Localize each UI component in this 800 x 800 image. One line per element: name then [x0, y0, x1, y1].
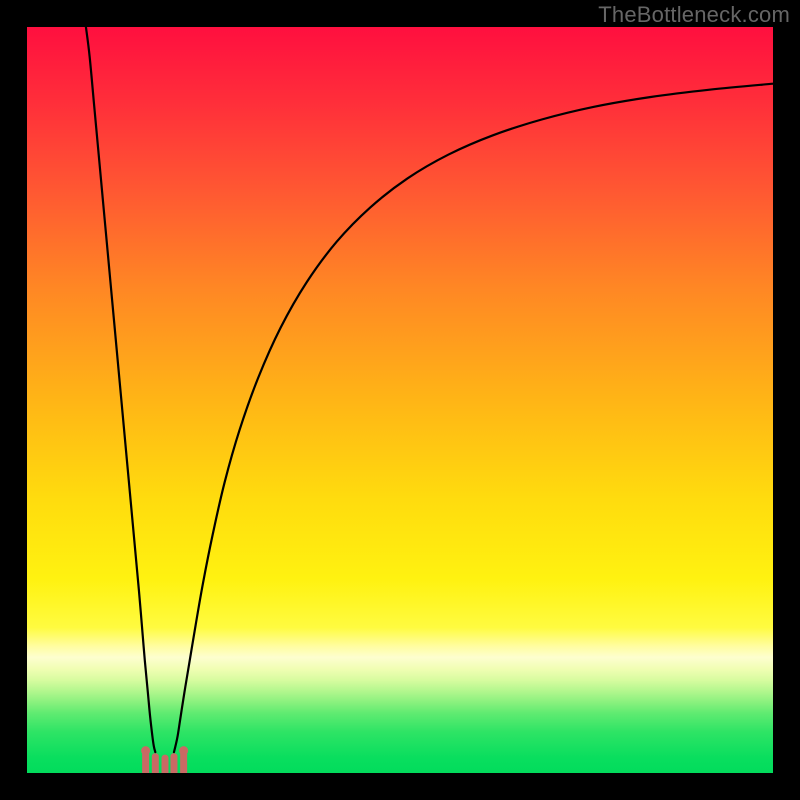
chart-container: { "watermark": { "text": "TheBottleneck.…	[0, 0, 800, 800]
bottom-stub-dot	[141, 746, 150, 755]
plot-background	[27, 27, 773, 773]
bottom-stub-dot	[179, 746, 188, 755]
watermark-text: TheBottleneck.com	[598, 2, 790, 28]
bottleneck-chart	[0, 0, 800, 800]
